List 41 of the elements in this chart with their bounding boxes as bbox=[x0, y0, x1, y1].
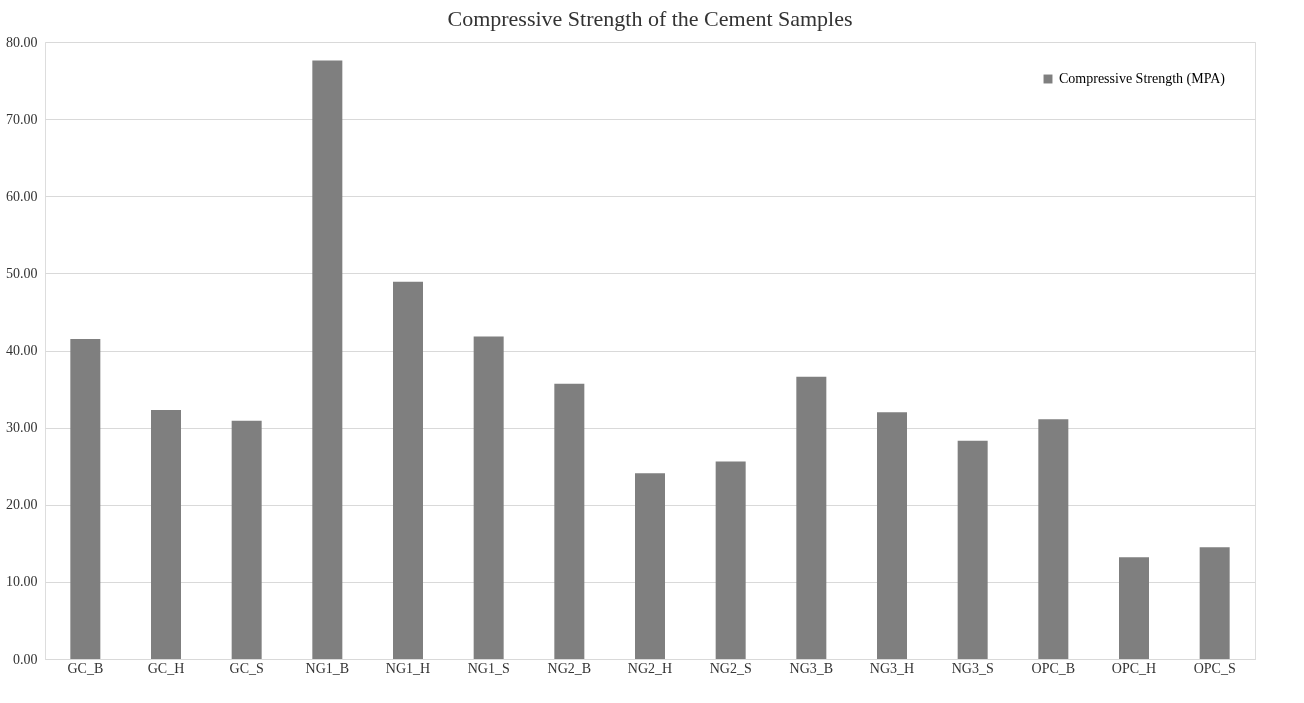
x-tick-label: NG1_S bbox=[467, 660, 510, 676]
legend-label: Compressive Strength (MPA) bbox=[1059, 71, 1226, 87]
y-tick-label: 40.00 bbox=[6, 343, 38, 358]
x-tick-label: NG2_H bbox=[627, 660, 673, 676]
x-tick-label: NG1_B bbox=[305, 660, 350, 676]
bar bbox=[715, 461, 746, 659]
bar bbox=[957, 440, 988, 659]
y-tick-label: 60.00 bbox=[6, 188, 38, 204]
bar bbox=[554, 383, 585, 659]
x-tick-label: NG1_H bbox=[385, 660, 431, 676]
y-tick-label: 50.00 bbox=[6, 265, 38, 281]
bar bbox=[312, 60, 343, 659]
x-tick-label: NG2_B bbox=[547, 660, 592, 676]
x-tick-label: OPC_H bbox=[1111, 660, 1157, 676]
bar bbox=[1199, 547, 1230, 659]
x-tick-label: NG3_B bbox=[789, 660, 834, 676]
x-tick-label: NG3_S bbox=[951, 660, 994, 676]
x-tick-label: NG3_H bbox=[869, 660, 915, 676]
bar bbox=[151, 409, 181, 659]
bar bbox=[1119, 557, 1149, 659]
y-tick-label: 0.00 bbox=[13, 651, 38, 667]
x-tick-label: GC_B bbox=[67, 660, 104, 676]
bar bbox=[70, 338, 101, 659]
y-tick-label: 70.00 bbox=[6, 111, 38, 127]
y-tick-label: 30.00 bbox=[6, 420, 38, 436]
bar bbox=[877, 412, 907, 659]
x-tick-label: GC_H bbox=[147, 660, 185, 676]
y-tick-label: 10.00 bbox=[6, 574, 38, 590]
bar bbox=[231, 420, 262, 659]
x-tick-label: NG2_S bbox=[709, 660, 752, 676]
x-tick-label: GC_S bbox=[229, 660, 264, 676]
chart-title: Compressive Strength of the Cement Samples bbox=[447, 6, 853, 31]
bar bbox=[635, 473, 665, 659]
y-tick-label: 80.00 bbox=[6, 34, 38, 50]
x-tick-label: OPC_B bbox=[1031, 660, 1076, 676]
bar bbox=[796, 376, 827, 659]
y-tick-label: 20.00 bbox=[6, 497, 38, 513]
bar bbox=[473, 336, 504, 659]
bar bbox=[1038, 419, 1069, 659]
bar bbox=[393, 281, 423, 659]
x-tick-label: OPC_S bbox=[1193, 660, 1236, 676]
